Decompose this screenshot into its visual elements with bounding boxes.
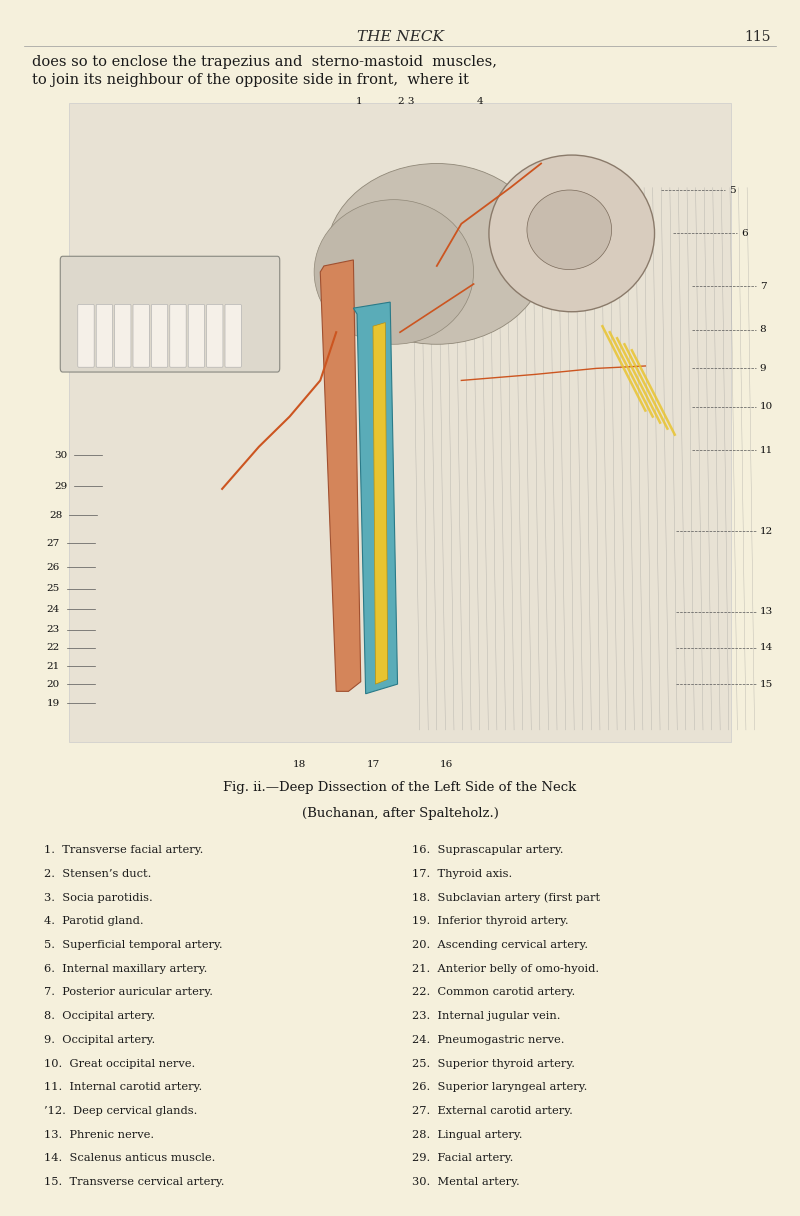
Text: 30.  Mental artery.: 30. Mental artery. — [412, 1177, 520, 1187]
Text: 16: 16 — [440, 760, 454, 769]
Text: 5.  Superficial temporal artery.: 5. Superficial temporal artery. — [44, 940, 222, 950]
FancyBboxPatch shape — [170, 304, 186, 367]
Text: 4: 4 — [477, 96, 483, 106]
Text: 20.  Ascending cervical artery.: 20. Ascending cervical artery. — [412, 940, 588, 950]
Text: 6: 6 — [742, 229, 748, 238]
Text: 9: 9 — [760, 364, 766, 373]
Text: 14: 14 — [760, 643, 773, 653]
Text: does so to enclose the trapezius and  sterno-mastoid  muscles,: does so to enclose the trapezius and ste… — [32, 55, 497, 69]
Text: 27: 27 — [46, 539, 60, 547]
Ellipse shape — [527, 190, 611, 270]
Text: 7.  Posterior auricular artery.: 7. Posterior auricular artery. — [44, 987, 213, 997]
FancyBboxPatch shape — [225, 304, 242, 367]
Text: 13: 13 — [760, 607, 773, 617]
Text: THE NECK: THE NECK — [357, 30, 443, 45]
FancyBboxPatch shape — [114, 304, 131, 367]
Text: 21.  Anterior belly of omo-hyoid.: 21. Anterior belly of omo-hyoid. — [412, 963, 599, 974]
Text: 26.  Superior laryngeal artery.: 26. Superior laryngeal artery. — [412, 1082, 587, 1092]
Text: 29: 29 — [54, 482, 67, 491]
Text: 11.  Internal carotid artery.: 11. Internal carotid artery. — [44, 1082, 202, 1092]
Text: 9.  Occipital artery.: 9. Occipital artery. — [44, 1035, 155, 1045]
Text: 17.  Thyroid axis.: 17. Thyroid axis. — [412, 869, 512, 879]
Text: 18.  Subclavian artery (first part: 18. Subclavian artery (first part — [412, 893, 600, 903]
Text: 27.  External carotid artery.: 27. External carotid artery. — [412, 1107, 573, 1116]
Text: ’12.  Deep cervical glands.: ’12. Deep cervical glands. — [44, 1107, 198, 1116]
Text: 7: 7 — [760, 282, 766, 291]
Text: 2 3: 2 3 — [398, 96, 414, 106]
Text: 8: 8 — [760, 326, 766, 334]
Text: 15: 15 — [760, 680, 773, 688]
Ellipse shape — [326, 163, 547, 344]
Text: 19.  Inferior thyroid artery.: 19. Inferior thyroid artery. — [412, 917, 569, 927]
Text: 21: 21 — [46, 662, 60, 670]
Ellipse shape — [489, 156, 654, 311]
FancyBboxPatch shape — [96, 304, 113, 367]
Text: 25.  Superior thyroid artery.: 25. Superior thyroid artery. — [412, 1058, 575, 1069]
Text: 115: 115 — [744, 30, 770, 45]
Text: 1: 1 — [356, 96, 363, 106]
Text: 17: 17 — [366, 760, 380, 769]
Polygon shape — [373, 322, 388, 685]
Text: 24: 24 — [46, 604, 60, 614]
Text: 11: 11 — [760, 446, 773, 455]
Text: 6.  Internal maxillary artery.: 6. Internal maxillary artery. — [44, 963, 207, 974]
Text: 28.  Lingual artery.: 28. Lingual artery. — [412, 1130, 522, 1139]
Text: 3.  Socia parotidis.: 3. Socia parotidis. — [44, 893, 153, 902]
Text: 30: 30 — [54, 451, 67, 460]
FancyBboxPatch shape — [32, 91, 768, 766]
Text: (Buchanan, after Spalteholz.): (Buchanan, after Spalteholz.) — [302, 807, 498, 821]
Text: 22.  Common carotid artery.: 22. Common carotid artery. — [412, 987, 575, 997]
Text: 14.  Scalenus anticus muscle.: 14. Scalenus anticus muscle. — [44, 1153, 215, 1164]
Text: Fig. ii.—Deep Dissection of the Left Side of the Neck: Fig. ii.—Deep Dissection of the Left Sid… — [223, 781, 577, 794]
Text: 25: 25 — [46, 585, 60, 593]
Text: 10.  Great occipital nerve.: 10. Great occipital nerve. — [44, 1058, 195, 1069]
FancyBboxPatch shape — [60, 257, 280, 372]
Text: 28: 28 — [49, 511, 62, 520]
Text: 12: 12 — [760, 527, 773, 535]
Text: 29.  Facial artery.: 29. Facial artery. — [412, 1153, 514, 1164]
Text: 2.  Stensen’s duct.: 2. Stensen’s duct. — [44, 869, 151, 879]
Text: 10: 10 — [760, 402, 773, 411]
FancyBboxPatch shape — [151, 304, 168, 367]
Text: 1.  Transverse facial artery.: 1. Transverse facial artery. — [44, 845, 203, 855]
Text: 20: 20 — [46, 680, 60, 688]
Text: 16.  Suprascapular artery.: 16. Suprascapular artery. — [412, 845, 563, 855]
Ellipse shape — [314, 199, 474, 344]
Text: to join its neighbour of the opposite side in front,  where it: to join its neighbour of the opposite si… — [32, 73, 469, 88]
Text: 22: 22 — [46, 643, 60, 653]
FancyBboxPatch shape — [133, 304, 150, 367]
Text: 26: 26 — [46, 563, 60, 572]
FancyBboxPatch shape — [69, 103, 731, 742]
Polygon shape — [354, 302, 398, 694]
Text: 13.  Phrenic nerve.: 13. Phrenic nerve. — [44, 1130, 154, 1139]
Text: 8.  Occipital artery.: 8. Occipital artery. — [44, 1012, 155, 1021]
Text: 4.  Parotid gland.: 4. Parotid gland. — [44, 917, 144, 927]
Text: 5: 5 — [729, 186, 736, 195]
FancyBboxPatch shape — [206, 304, 223, 367]
Text: 23.  Internal jugular vein.: 23. Internal jugular vein. — [412, 1012, 561, 1021]
Text: 23: 23 — [46, 625, 60, 635]
Polygon shape — [320, 260, 361, 692]
Text: 24.  Pneumogastric nerve.: 24. Pneumogastric nerve. — [412, 1035, 565, 1045]
Text: 15.  Transverse cervical artery.: 15. Transverse cervical artery. — [44, 1177, 225, 1187]
FancyBboxPatch shape — [78, 304, 94, 367]
FancyBboxPatch shape — [188, 304, 205, 367]
Text: 18: 18 — [293, 760, 306, 769]
Text: 19: 19 — [46, 699, 60, 708]
